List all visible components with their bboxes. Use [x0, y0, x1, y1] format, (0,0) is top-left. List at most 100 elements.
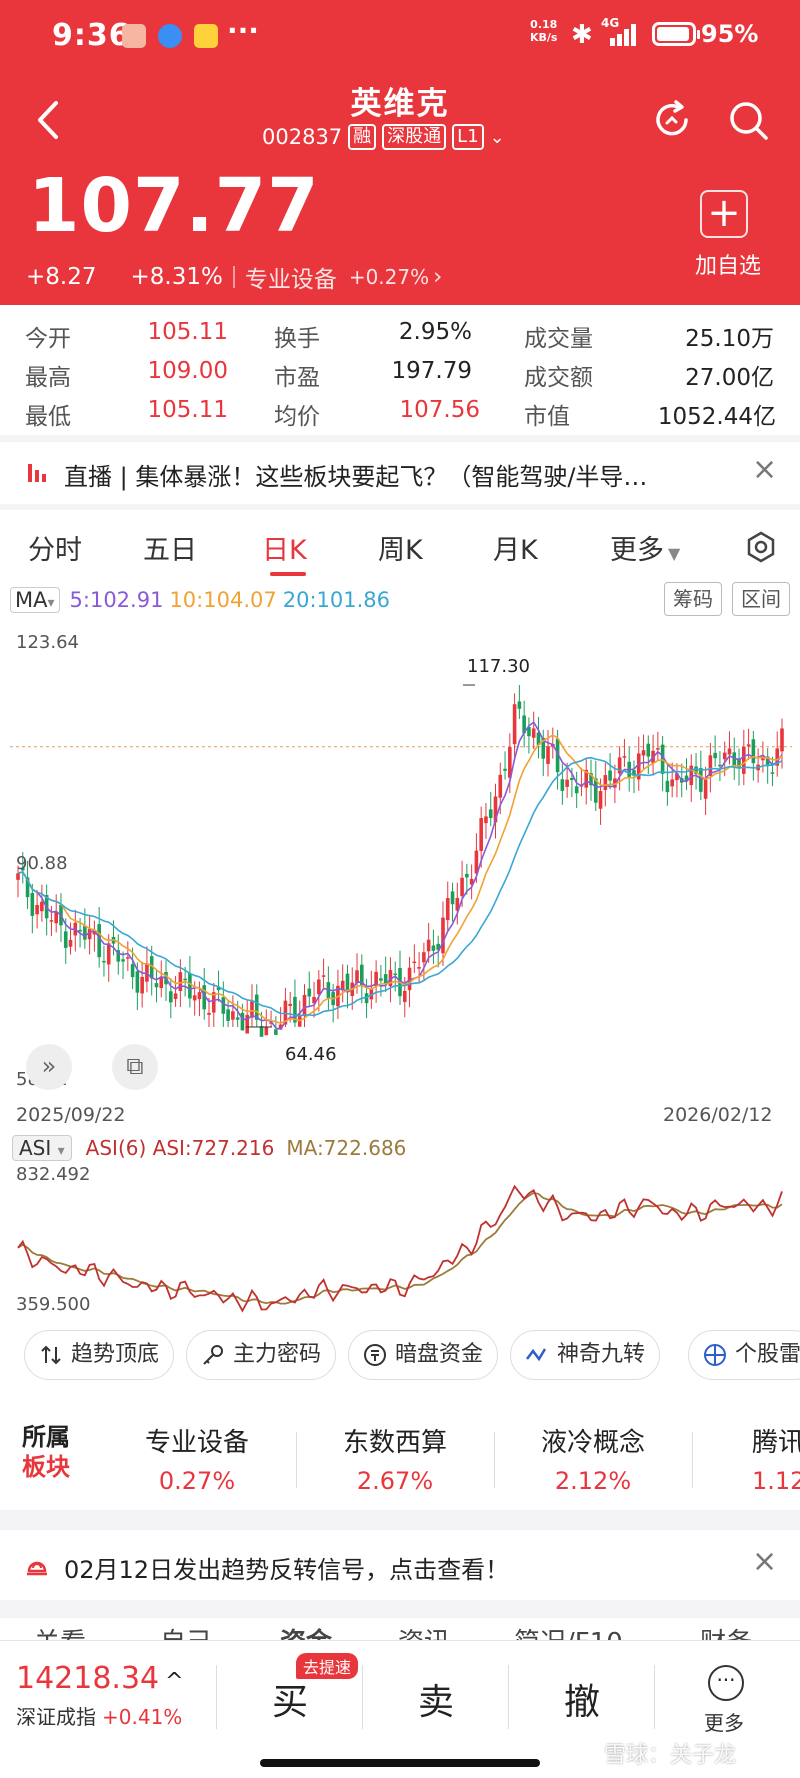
- tab-more[interactable]: 更多 ▼: [610, 535, 681, 566]
- y-axis-top-label: 123.64: [16, 632, 79, 653]
- candle-body: [202, 985, 207, 1010]
- back-button[interactable]: [30, 95, 70, 145]
- indicator-selector[interactable]: ASI ▾: [12, 1135, 72, 1161]
- battery-level: 95%: [701, 20, 759, 48]
- candle-body: [231, 1011, 235, 1020]
- tab-intraday[interactable]: 分时: [28, 535, 82, 566]
- sector-card[interactable]: 腾讯 1.12: [752, 1428, 800, 1495]
- tab-weekly-k[interactable]: 周K: [378, 535, 423, 566]
- sell-button[interactable]: 卖: [417, 1682, 454, 1723]
- candlestick-chart[interactable]: [10, 622, 792, 1098]
- quote-panel: 今开 105.11 换手 2.95% 成交量 25.10万 最高 109.00 …: [0, 305, 800, 435]
- candle-body: [699, 768, 703, 792]
- quote-label: 成交额: [524, 365, 593, 391]
- candle-body: [360, 964, 364, 987]
- candle-body: [20, 868, 25, 871]
- candle-body: [718, 764, 722, 767]
- candle-body: [102, 960, 106, 963]
- quote-value: 2.95%: [398, 319, 472, 345]
- ma-selector[interactable]: MA▾: [10, 587, 60, 613]
- candle-body: [531, 728, 536, 738]
- candle-body: [565, 779, 569, 787]
- quote-label: 成交量: [524, 326, 593, 352]
- related-sectors: 所属 板块 专业设备 0.27% 东数西算 2.67% 液冷概念 2.12% 腾讯 1.1…: [0, 1400, 800, 1510]
- candle-body: [49, 920, 54, 922]
- add-favorite-button[interactable]: +: [700, 190, 748, 238]
- candle-body: [379, 978, 383, 981]
- close-icon[interactable]: ×: [752, 452, 778, 487]
- trend-tool-chip[interactable]: 趋势顶底: [24, 1330, 175, 1380]
- mail-notification-icon: [194, 24, 218, 48]
- candle-body: [493, 796, 498, 823]
- candle-body: [512, 704, 517, 745]
- change-row[interactable]: +8.27 +8.31% 专业设备 +0.27% ›: [26, 260, 442, 294]
- stock-subtitle[interactable]: 002837 融 深股通 L1 ⌄: [262, 122, 505, 152]
- range-button[interactable]: 区间: [732, 582, 790, 616]
- tab-five-day[interactable]: 五日: [143, 535, 197, 566]
- candle-body: [407, 967, 412, 991]
- dark-pool-chip[interactable]: 暗盘资金: [348, 1330, 499, 1380]
- candle-body: [302, 994, 307, 1017]
- more-button[interactable]: 更多: [704, 1711, 744, 1735]
- quote-value: 25.10万: [685, 326, 774, 352]
- refresh-button[interactable]: [648, 96, 696, 144]
- candle-body: [250, 1001, 254, 1018]
- candle-body: [522, 715, 526, 734]
- candle-body: [665, 780, 670, 793]
- candle-body: [622, 756, 627, 758]
- live-news-banner[interactable]: 直播 | 集体暴涨！这些板块要起飞？（智能驾驶/半导… ×: [0, 442, 800, 504]
- chips-button[interactable]: 筹码: [664, 582, 722, 616]
- candle-body: [450, 891, 455, 905]
- fullscreen-button[interactable]: ⧉: [112, 1044, 158, 1090]
- chevron-left-icon: [38, 101, 58, 139]
- close-icon[interactable]: ×: [752, 1544, 778, 1579]
- add-favorite-label[interactable]: 加自选: [695, 254, 762, 279]
- sector-card[interactable]: 液冷概念 2.12%: [540, 1428, 645, 1495]
- sector-card[interactable]: 专业设备 0.27%: [144, 1428, 249, 1495]
- candle-body: [780, 728, 784, 752]
- asi-ma-value: MA:722.686: [286, 1136, 407, 1160]
- candle-body: [106, 943, 111, 965]
- asi-value: ASI(6) ASI:727.216: [85, 1136, 275, 1160]
- settings-hex-icon[interactable]: [744, 530, 778, 564]
- ma5-value: 5:102.91: [69, 588, 164, 612]
- candle-body: [646, 743, 651, 757]
- tab-monthly-k[interactable]: 月K: [493, 535, 538, 566]
- candle-body: [593, 778, 598, 803]
- trend-signal-banner[interactable]: 02月12日发出趋势反转信号，点击查看！ ×: [0, 1530, 800, 1600]
- stock-radar-chip[interactable]: 个股雷: [688, 1330, 800, 1380]
- candle-body: [670, 779, 674, 787]
- candle-body: [469, 878, 474, 885]
- candle-body: [269, 1022, 273, 1024]
- candle-body: [235, 1017, 240, 1020]
- candle-body: [656, 748, 660, 750]
- sector-card[interactable]: 东数西算 2.67%: [342, 1428, 447, 1495]
- candle-body: [154, 983, 159, 988]
- candle-body: [708, 755, 713, 776]
- candle-body: [603, 775, 608, 790]
- candle-body: [431, 945, 436, 951]
- candle-body: [278, 1024, 283, 1030]
- bell-icon: [27, 1561, 47, 1576]
- cancel-order-button[interactable]: 撤: [563, 1682, 600, 1723]
- tab-daily-k[interactable]: 日K: [262, 535, 307, 566]
- main-force-chip[interactable]: 主力密码: [186, 1330, 337, 1380]
- candle-body: [412, 961, 417, 964]
- search-button[interactable]: [724, 96, 772, 144]
- quote-value: 105.11: [147, 397, 228, 423]
- buy-button[interactable]: 买: [271, 1682, 308, 1723]
- ma-legend: MA▾ 5:102.91 10:104.07 20:101.86: [10, 584, 390, 616]
- caret-up-icon: ^: [165, 1669, 184, 1694]
- expand-button[interactable]: »: [26, 1044, 72, 1090]
- candle-body: [264, 1026, 269, 1036]
- asi-chart[interactable]: [10, 1160, 792, 1316]
- candle-body: [508, 747, 512, 778]
- candle-body: [694, 766, 698, 774]
- end-date: 2026/02/12: [663, 1104, 773, 1126]
- more-icon[interactable]: ···: [708, 1665, 744, 1701]
- index-value[interactable]: 14218.34 ^: [16, 1661, 184, 1696]
- magic-nine-chip[interactable]: 神奇九转: [510, 1330, 661, 1380]
- index-name[interactable]: 深证成指 +0.41%: [16, 1705, 183, 1729]
- home-indicator[interactable]: [260, 1759, 540, 1767]
- sectors-title: 所属 板块: [22, 1423, 70, 1481]
